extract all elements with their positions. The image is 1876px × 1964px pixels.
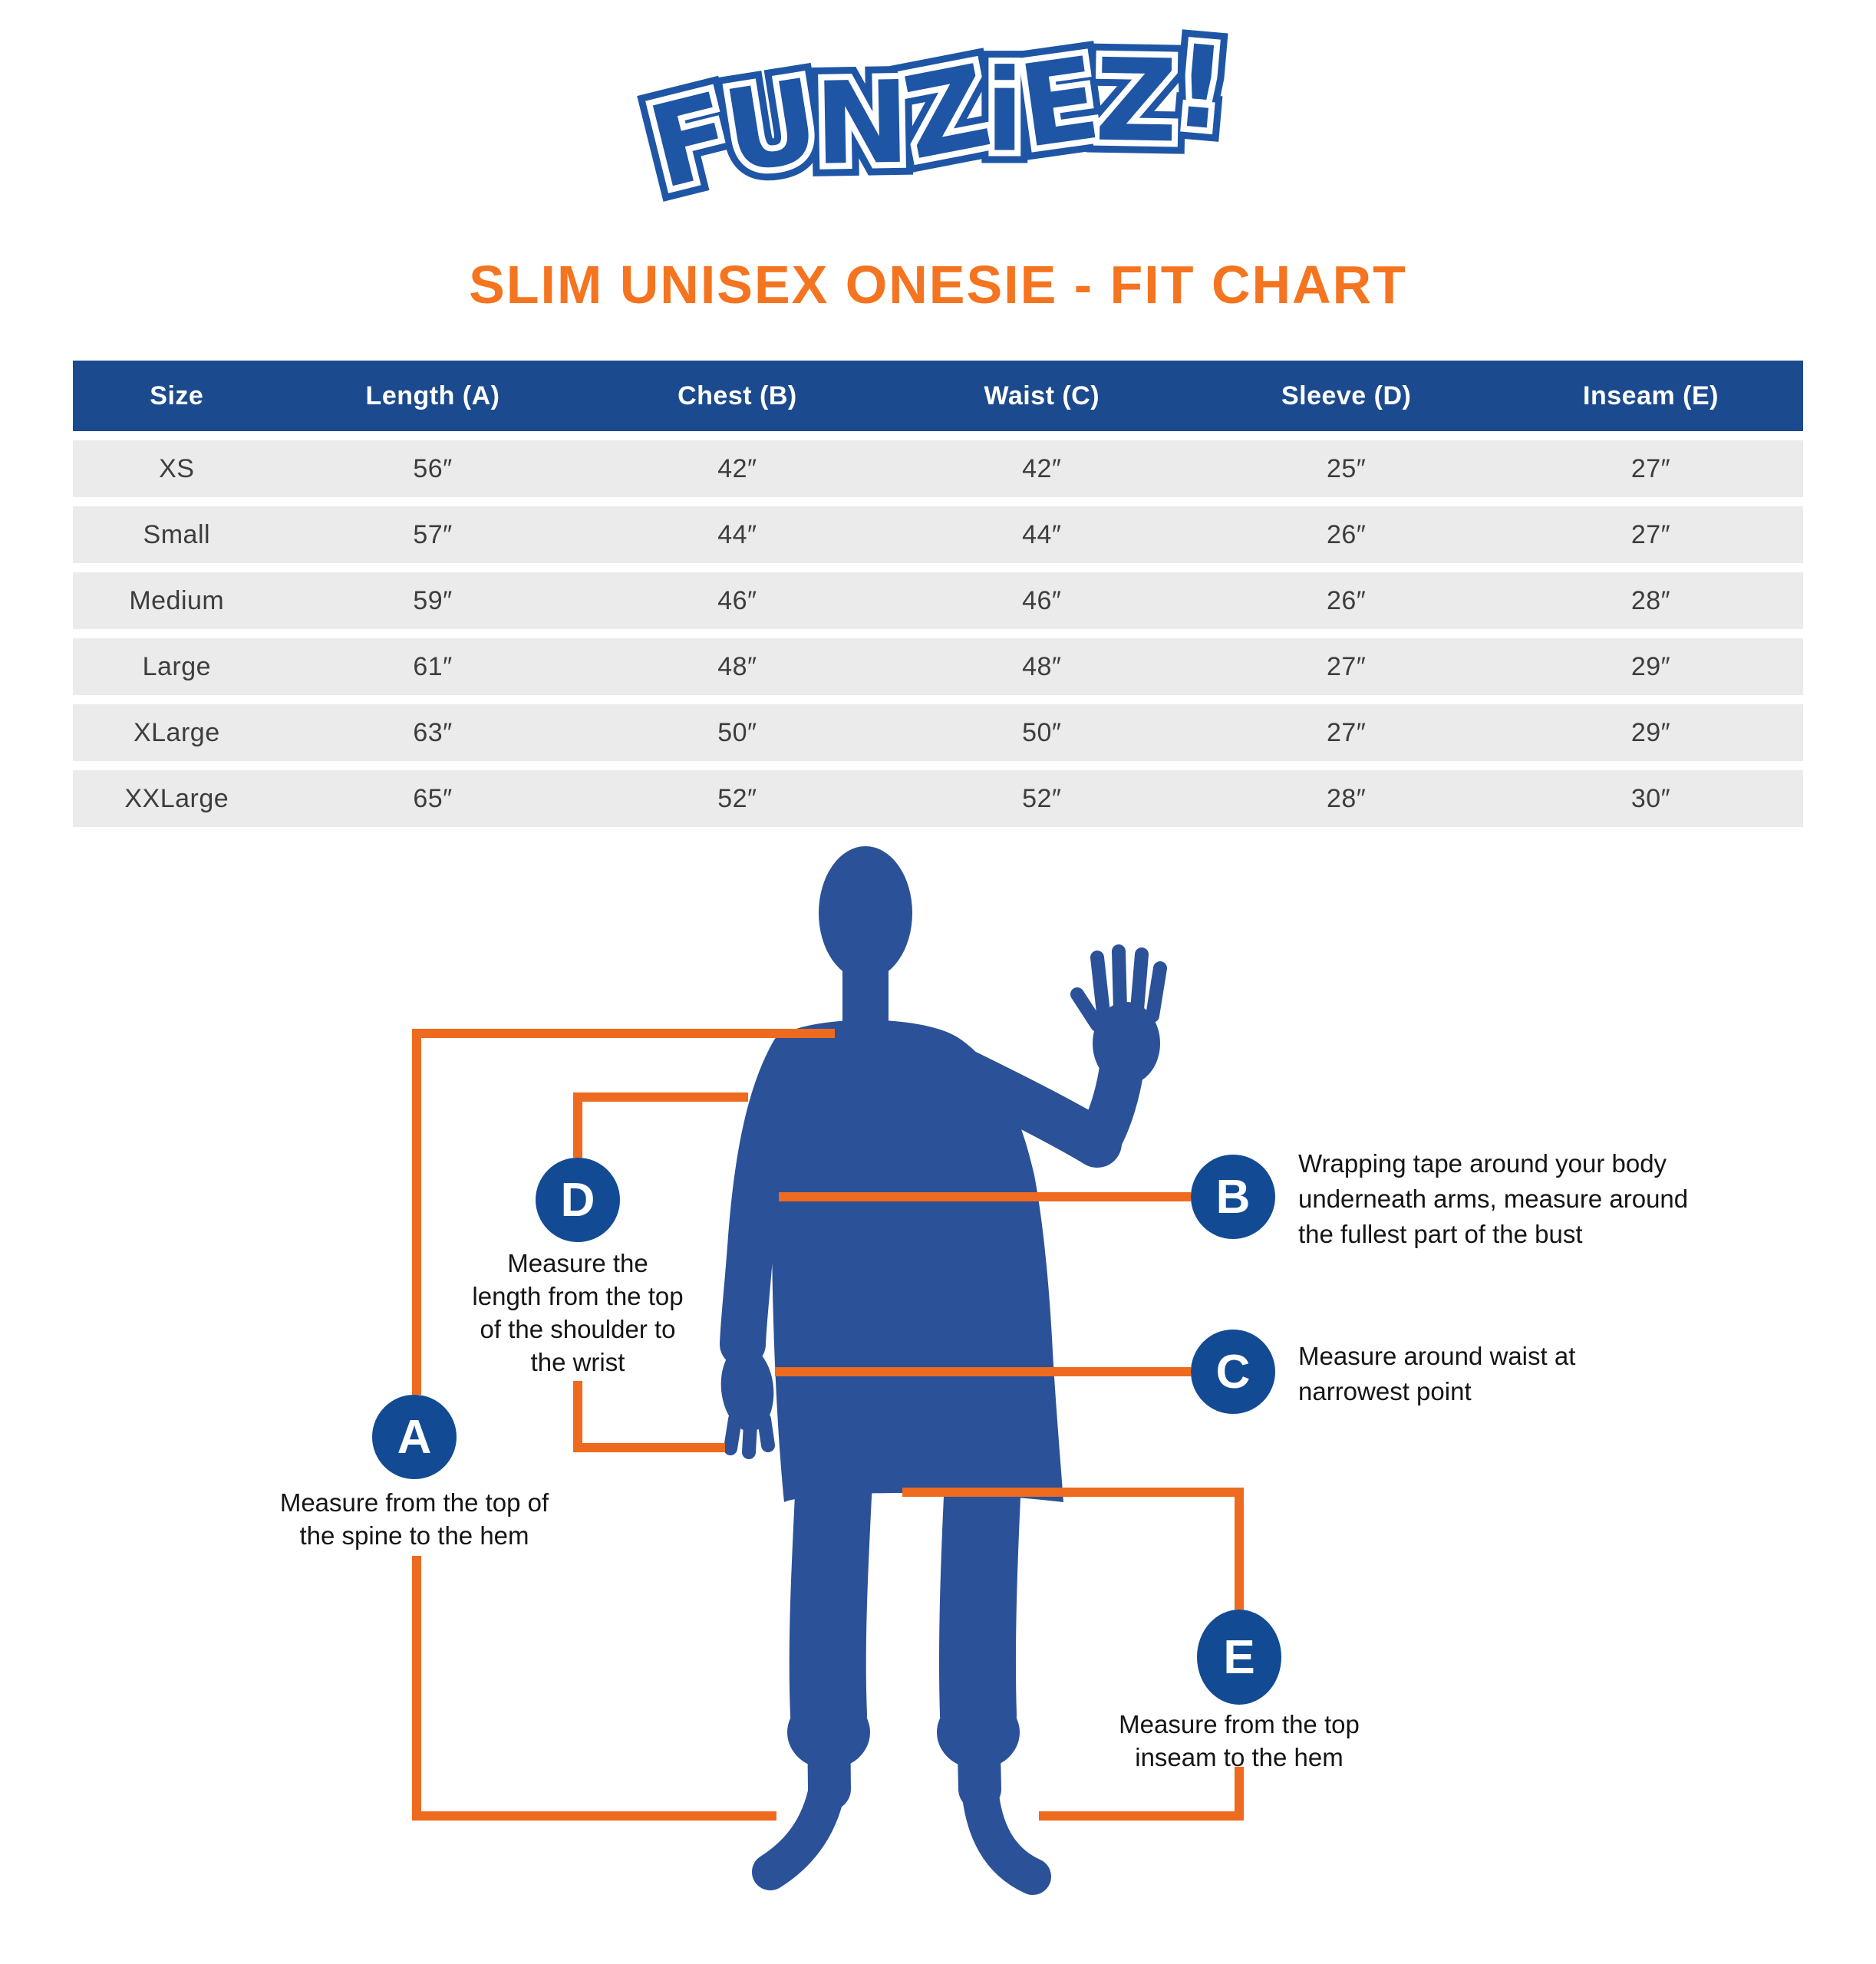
inseam-e-bracket-top [902,1488,1244,1610]
chest-value: 42″ [717,453,757,483]
fingers-shape [1070,944,1167,1032]
torso-shape [771,1020,1063,1502]
sleeve-value: 26″ [1326,585,1367,615]
length-value: 59″ [413,585,453,615]
size-label: Small [143,519,211,549]
size-label: XXLarge [124,783,229,813]
table-row: XXLarge 65″ 52″ 52″ 28″ 30″ [73,770,1803,827]
body-silhouette [720,846,1167,1895]
palm-shape [1093,1002,1160,1085]
header-waist: Waist (C) [984,381,1100,410]
left-foot-shape [752,1771,846,1890]
callout-d-caption: Measure the length from the top of the s… [472,1249,684,1376]
header-length: Length (A) [365,381,500,410]
size-label: XLarge [133,717,220,747]
inseam-value: 27″ [1630,453,1671,483]
length-a-bracket-top [412,1029,835,1395]
table-row: XS 56″ 42″ 42″ 25″ 27″ [73,440,1803,497]
sleeve-d-bracket-top [573,1092,748,1158]
waist-value: 50″ [1022,717,1062,747]
callout-b-letter: B [1215,1170,1251,1224]
logo-text-layer: FUNZiEZ! [637,19,1228,215]
head-shape [819,846,912,980]
chest-value: 46″ [717,585,757,615]
callout-c-badge: C [1191,1330,1275,1414]
chest-value: 44″ [717,519,757,549]
header-sleeve: Sleeve (D) [1281,381,1412,410]
callout-a-letter: A [397,1410,432,1464]
callout-e-caption: Measure from the top inseam to the hem [1119,1710,1360,1771]
callout-c-letter: C [1215,1345,1251,1399]
waist-value: 44″ [1022,519,1062,549]
funziez-logo: FUNZiEZ! FUNZiEZ! FUNZiEZ! [624,5,1241,255]
callout-e-letter: E [1223,1630,1255,1684]
inseam-value: 29″ [1630,651,1671,681]
left-fingers-shape [724,1412,775,1459]
measurement-diagram [412,846,1244,1895]
sleeve-value: 27″ [1326,717,1367,747]
header-inseam: Inseam (E) [1583,381,1719,410]
header-size: Size [150,381,204,410]
size-label: Medium [129,585,225,615]
waist-value: 46″ [1022,585,1062,615]
length-value: 65″ [413,783,453,813]
table-row: Small 57″ 44″ 44″ 26″ 27″ [73,506,1803,563]
sleeve-value: 26″ [1326,519,1367,549]
table-header-row: Size Length (A) Chest (B) Waist (C) Slee… [73,361,1803,431]
left-leg-shape [789,1427,873,1753]
waist-value: 48″ [1022,651,1062,681]
size-label: Large [142,651,212,681]
size-table: Size Length (A) Chest (B) Waist (C) Slee… [73,361,1803,827]
sleeve-d-bracket-bottom [573,1381,725,1452]
callout-d-letter: D [560,1173,595,1227]
waist-value: 42″ [1022,453,1062,483]
inseam-value: 29″ [1630,717,1671,747]
header-chest: Chest (B) [678,381,797,410]
left-arm-shape [720,1030,816,1367]
callout-b-caption: Wrapping tape around your body underneat… [1298,1149,1689,1248]
inseam-value: 30″ [1630,783,1671,813]
right-leg-shape [938,1427,1022,1753]
inseam-value: 27″ [1630,519,1671,549]
length-value: 56″ [413,453,453,483]
page-title: SLIM UNISEX ONESIE - FIT CHART [469,255,1407,315]
left-hand-shape [720,1346,774,1432]
table-row: Medium 59″ 46″ 46″ 26″ 28″ [73,572,1803,629]
length-value: 57″ [413,519,453,549]
sleeve-value: 27″ [1326,651,1367,681]
chest-value: 52″ [717,783,757,813]
length-value: 61″ [413,651,453,681]
waist-value: 52″ [1022,783,1062,813]
callout-c-caption: Measure around waist at narrowest point [1298,1342,1576,1405]
callout-a-caption: Measure from the top of the spine to the… [279,1488,549,1550]
chest-value: 50″ [717,717,757,747]
inseam-e-bracket-bottom [1039,1767,1244,1821]
measurement-lines [412,1029,1244,1821]
chest-value: 48″ [717,651,757,681]
table-row: XLarge 63″ 50″ 50″ 27″ 29″ [73,704,1803,761]
length-value: 63″ [413,717,453,747]
callout-b-badge: B [1191,1155,1275,1239]
sleeve-value: 28″ [1326,783,1367,813]
inseam-value: 28″ [1630,585,1671,615]
right-foot-shape [961,1771,1051,1895]
callout-a-badge: A [372,1395,457,1479]
sleeve-value: 25″ [1326,453,1367,483]
table-row: Large 61″ 48″ 48″ 27″ 29″ [73,638,1803,695]
callout-d-badge: D [536,1158,620,1242]
size-label: XS [159,453,195,483]
length-a-bracket-bottom [412,1556,776,1821]
callout-e-badge: E [1197,1610,1281,1705]
